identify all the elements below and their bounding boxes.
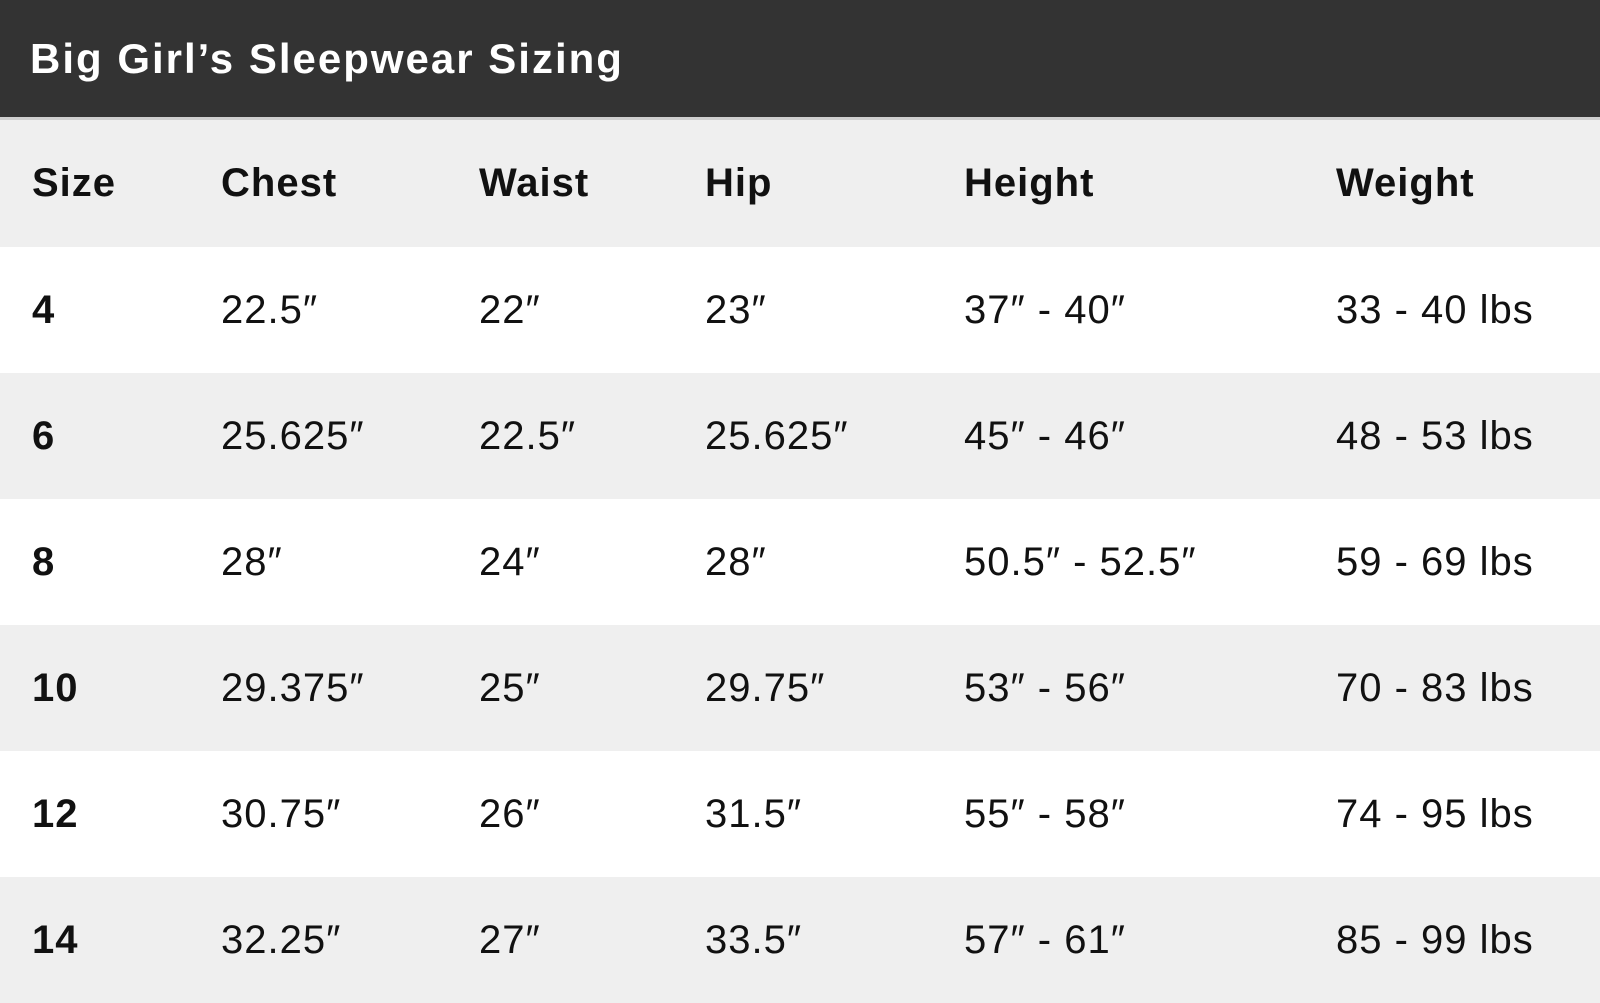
size-chart-table: Size Chest Waist Hip Height Weight 4 22.5″ 22″ 2… bbox=[0, 120, 1600, 1003]
table-row: 12 30.75″ 26″ 31.5″ 55″ - 58″ 74 - 95 lbs bbox=[0, 751, 1600, 877]
table-row: 4 22.5″ 22″ 23″ 37″ - 40″ 33 - 40 lbs bbox=[0, 247, 1600, 373]
cell-weight: 59 - 69 lbs bbox=[1336, 539, 1534, 584]
cell-waist: 26″ bbox=[479, 791, 541, 836]
column-header-hip: Hip bbox=[705, 120, 964, 247]
cell-chest: 28″ bbox=[221, 539, 283, 584]
cell-hip: 28″ bbox=[705, 539, 767, 584]
cell-chest: 30.75″ bbox=[221, 791, 342, 836]
cell-height: 50.5″ - 52.5″ bbox=[964, 539, 1197, 584]
cell-weight: 70 - 83 lbs bbox=[1336, 625, 1600, 751]
column-header-size: Size bbox=[0, 120, 221, 247]
cell-hip: 29.75″ bbox=[705, 625, 964, 751]
table-row: 14 32.25″ 27″ 33.5″ 57″ - 61″ 85 - 99 lbs bbox=[0, 877, 1600, 1003]
cell-hip: 33.5″ bbox=[705, 877, 964, 1003]
cell-size: 8 bbox=[32, 539, 56, 584]
cell-chest: 32.25″ bbox=[221, 877, 479, 1003]
cell-height: 57″ - 61″ bbox=[964, 877, 1336, 1003]
cell-size: 4 bbox=[32, 287, 56, 332]
cell-weight: 85 - 99 lbs bbox=[1336, 877, 1600, 1003]
cell-hip: 31.5″ bbox=[705, 791, 803, 836]
cell-size: 12 bbox=[32, 791, 79, 836]
cell-waist: 24″ bbox=[479, 539, 541, 584]
page-title: Big Girl’s Sleepwear Sizing bbox=[30, 34, 624, 82]
table-row: 8 28″ 24″ 28″ 50.5″ - 52.5″ 59 - 69 lbs bbox=[0, 499, 1600, 625]
cell-chest: 25.625″ bbox=[221, 373, 479, 499]
cell-height: 53″ - 56″ bbox=[964, 625, 1336, 751]
cell-height: 45″ - 46″ bbox=[964, 373, 1336, 499]
cell-height: 55″ - 58″ bbox=[964, 791, 1126, 836]
table-row: 6 25.625″ 22.5″ 25.625″ 45″ - 46″ 48 - 53 lbs bbox=[0, 373, 1600, 499]
cell-size: 10 bbox=[0, 625, 221, 751]
cell-height: 37″ - 40″ bbox=[964, 287, 1126, 332]
cell-waist: 25″ bbox=[479, 625, 705, 751]
column-header-weight: Weight bbox=[1336, 120, 1600, 247]
cell-size: 6 bbox=[0, 373, 221, 499]
cell-chest: 29.375″ bbox=[221, 625, 479, 751]
column-header-chest: Chest bbox=[221, 120, 479, 247]
column-header-row: Size Chest Waist Hip Height Weight bbox=[0, 120, 1600, 247]
cell-weight: 74 - 95 lbs bbox=[1336, 791, 1534, 836]
cell-size: 14 bbox=[0, 877, 221, 1003]
cell-weight: 48 - 53 lbs bbox=[1336, 373, 1600, 499]
cell-hip: 23″ bbox=[705, 287, 767, 332]
title-bar: Big Girl’s Sleepwear Sizing bbox=[0, 0, 1600, 120]
cell-waist: 22″ bbox=[479, 287, 541, 332]
cell-waist: 27″ bbox=[479, 877, 705, 1003]
cell-chest: 22.5″ bbox=[221, 287, 319, 332]
column-header-height: Height bbox=[964, 120, 1336, 247]
cell-hip: 25.625″ bbox=[705, 373, 964, 499]
cell-weight: 33 - 40 lbs bbox=[1336, 287, 1534, 332]
column-header-waist: Waist bbox=[479, 120, 705, 247]
cell-waist: 22.5″ bbox=[479, 373, 705, 499]
table-row: 10 29.375″ 25″ 29.75″ 53″ - 56″ 70 - 83 lbs bbox=[0, 625, 1600, 751]
